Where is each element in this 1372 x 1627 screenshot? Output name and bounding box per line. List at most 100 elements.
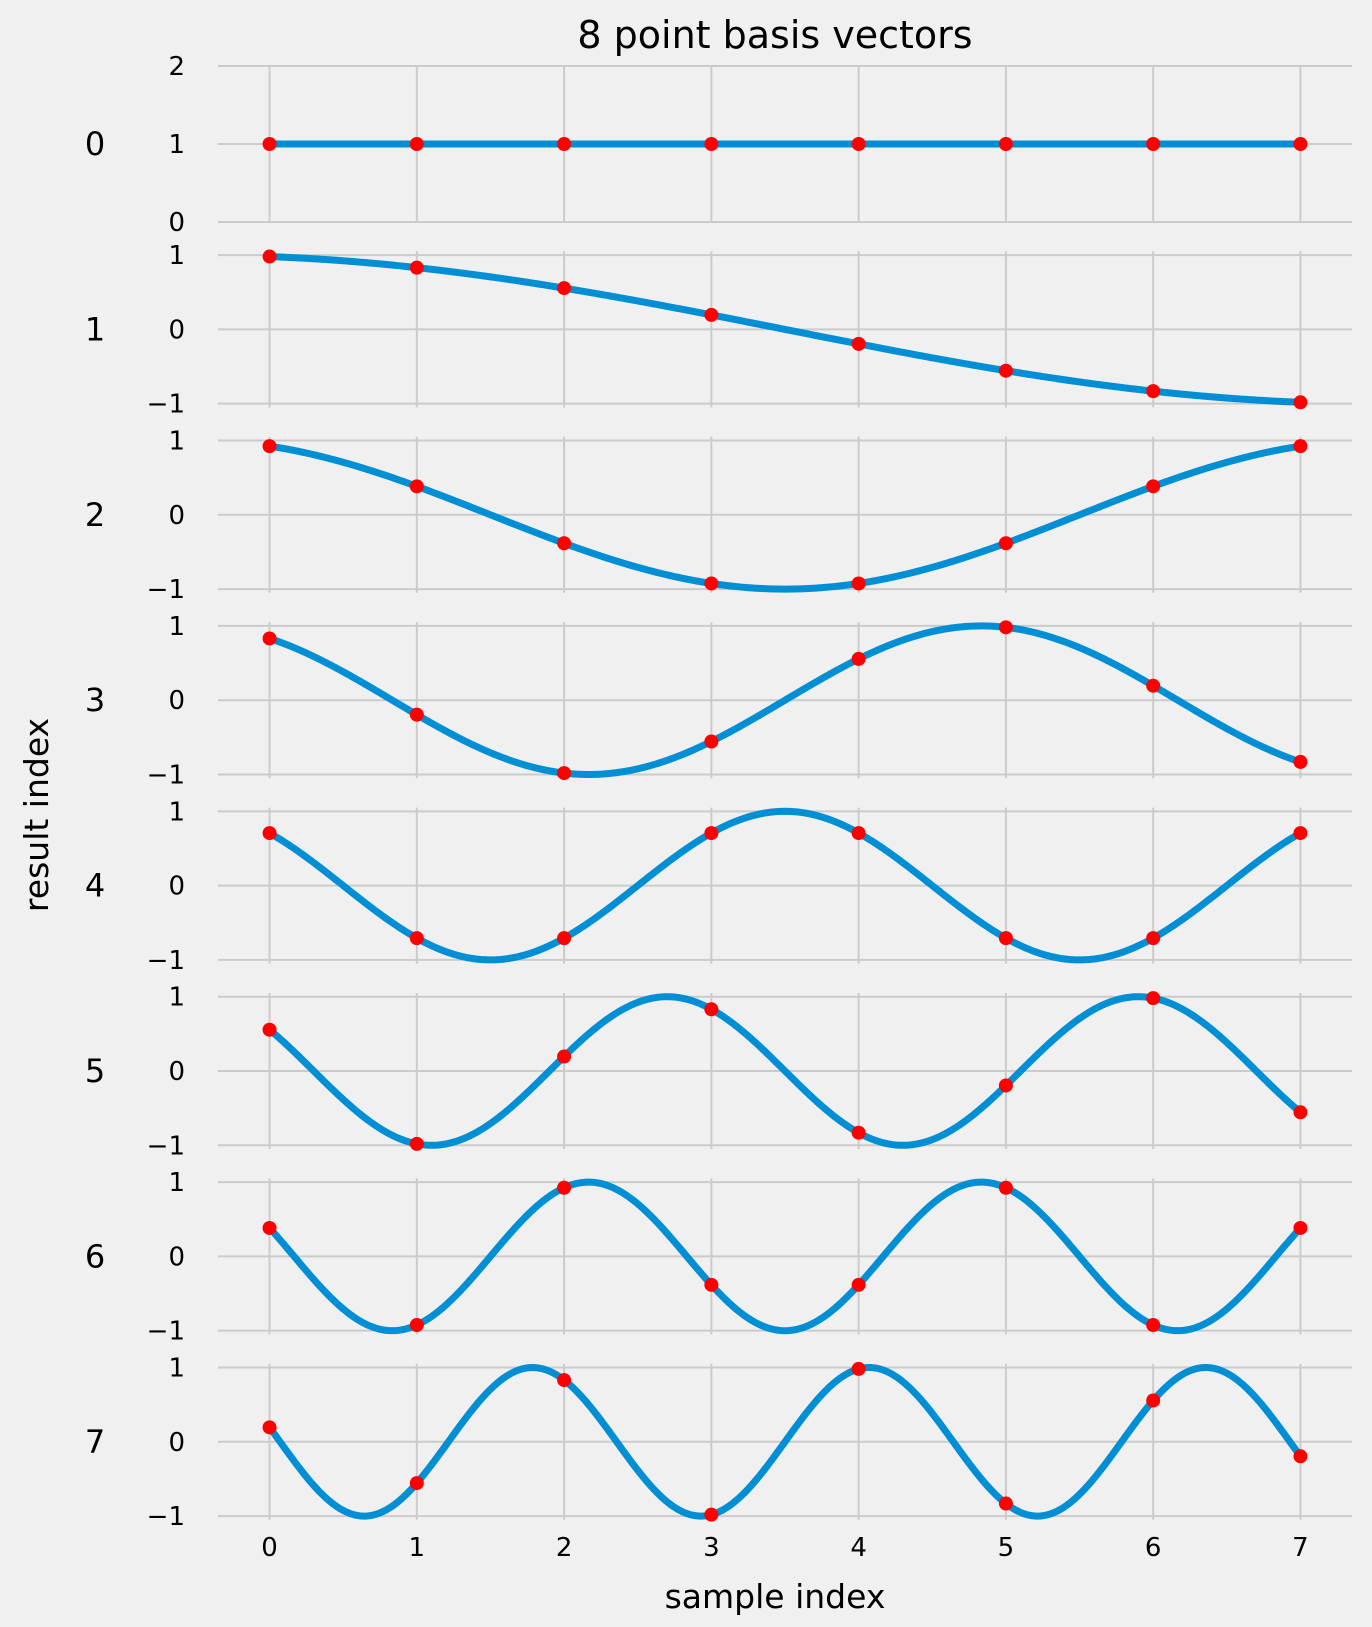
panel-7: −1 0 1 7: [85, 1354, 1352, 1532]
row-label: 7: [85, 1423, 105, 1461]
data-point: [998, 1496, 1013, 1511]
x-tick-label: 2: [556, 1533, 573, 1563]
row-label: 2: [85, 496, 105, 534]
y-tick-label: −1: [147, 575, 185, 605]
data-point: [409, 1136, 424, 1151]
data-point: [557, 766, 572, 781]
y-tick-label: 1: [168, 1354, 185, 1384]
data-point: [998, 1180, 1013, 1195]
data-point: [704, 1277, 719, 1292]
series-line: [266, 1364, 1304, 1520]
data-point: [1146, 991, 1161, 1006]
data-point: [409, 931, 424, 946]
data-point: [1146, 678, 1161, 693]
y-tick-label: 2: [168, 52, 185, 82]
y-tick-label: 0: [168, 501, 185, 531]
y-tick-label: 1: [168, 612, 185, 642]
data-point: [1293, 395, 1308, 410]
data-point: [851, 1125, 866, 1140]
panel-3: −1 0 1 3: [85, 612, 1352, 790]
data-point: [262, 1220, 277, 1235]
data-point: [704, 137, 719, 151]
y-tick-label: 1: [168, 130, 185, 160]
y-tick-label: −1: [147, 1502, 185, 1532]
y-tick-label: 0: [168, 315, 185, 345]
data-point: [998, 137, 1013, 151]
data-point: [998, 1078, 1013, 1093]
data-point: [1146, 384, 1161, 399]
y-tick-label: −1: [147, 390, 185, 420]
data-point: [409, 137, 424, 151]
y-tick-label: 1: [168, 427, 185, 457]
data-point: [704, 307, 719, 322]
data-point: [851, 1277, 866, 1292]
y-tick-label: −1: [147, 946, 185, 976]
y-tick-label: −1: [147, 760, 185, 790]
data-point: [557, 281, 572, 296]
data-point: [409, 260, 424, 275]
y-tick-label: 0: [168, 1057, 185, 1087]
y-tick-label: −1: [147, 1131, 185, 1161]
y-tick-label: 0: [168, 686, 185, 716]
data-point: [557, 931, 572, 946]
chart-title: 8 point basis vectors: [577, 13, 972, 57]
y-tick-label: 1: [168, 241, 185, 271]
data-point: [262, 631, 277, 646]
row-label: 0: [85, 125, 105, 163]
data-point: [409, 1318, 424, 1333]
data-point: [851, 137, 866, 151]
series-line: [266, 622, 1304, 778]
data-point: [851, 651, 866, 666]
row-label: 1: [85, 310, 105, 348]
data-point: [557, 1180, 572, 1195]
y-tick-label: −1: [147, 1317, 185, 1347]
x-tick-label: 5: [998, 1533, 1015, 1563]
y-tick-label: 0: [168, 1428, 185, 1458]
y-tick-label: 0: [168, 872, 185, 902]
data-point: [1293, 137, 1308, 151]
x-axis-label: sample index: [665, 1577, 886, 1616]
data-point: [1146, 931, 1161, 946]
data-point: [409, 707, 424, 722]
data-point: [704, 1002, 719, 1017]
panel-2: −1 0 1 2: [85, 427, 1352, 605]
series-line: [266, 1178, 1304, 1335]
data-point: [409, 1476, 424, 1491]
panel-1: −1 0 1 1: [85, 241, 1352, 420]
x-tick-label: 0: [261, 1533, 278, 1563]
panels-group: 0120−1011−1012−1013−1014−1015−1016−10170…: [85, 52, 1352, 1563]
data-point: [998, 620, 1013, 635]
data-point: [704, 1507, 719, 1522]
data-point: [557, 137, 572, 151]
y-tick-label: 0: [168, 1242, 185, 1272]
x-tick-label: 6: [1145, 1533, 1162, 1563]
series-line: [266, 253, 1304, 406]
data-point: [1293, 1220, 1308, 1235]
x-tick-label: 1: [409, 1533, 426, 1563]
x-tick-label: 3: [703, 1533, 720, 1563]
x-tick-label: 7: [1292, 1533, 1309, 1563]
data-point: [998, 536, 1013, 551]
data-point: [262, 826, 277, 841]
data-point: [1146, 137, 1161, 151]
data-point: [704, 826, 719, 841]
data-point: [998, 363, 1013, 378]
data-point: [557, 1049, 572, 1064]
row-label: 3: [85, 681, 105, 719]
data-point: [704, 576, 719, 591]
data-point: [262, 1022, 277, 1037]
panel-6: −1 0 1 6: [85, 1168, 1352, 1347]
data-point: [851, 1361, 866, 1376]
data-point: [262, 1420, 277, 1435]
data-point: [1293, 754, 1308, 769]
row-label: 6: [85, 1237, 105, 1275]
y-axis-label: result index: [17, 718, 56, 912]
series-line: [266, 807, 1304, 964]
y-tick-label: 0: [168, 208, 185, 238]
data-point: [262, 249, 277, 264]
row-label: 4: [85, 867, 105, 905]
data-point: [1293, 439, 1308, 454]
series-line: [266, 993, 1304, 1149]
y-tick-label: 1: [168, 1168, 185, 1198]
